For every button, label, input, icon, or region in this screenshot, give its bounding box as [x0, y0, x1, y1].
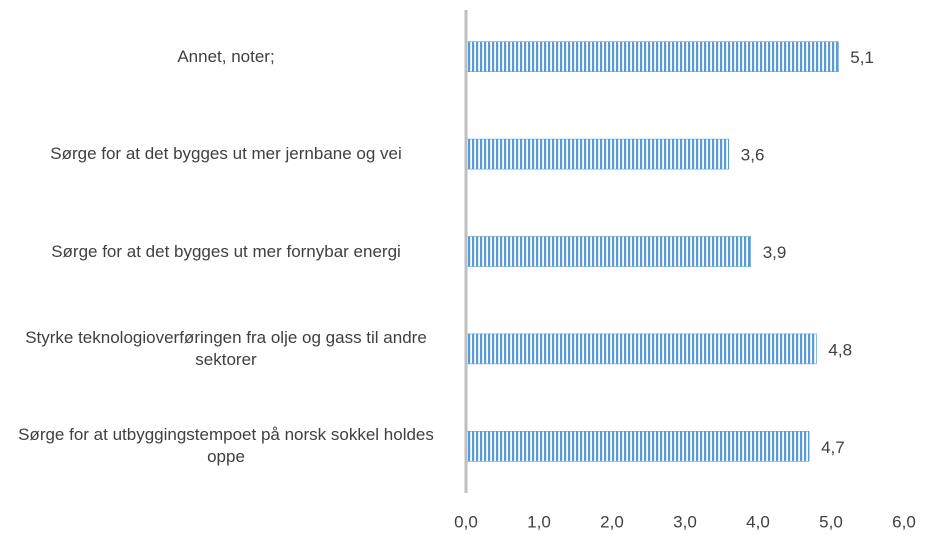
bar: [465, 41, 839, 73]
x-tick-label: 6,0: [892, 512, 916, 531]
bar: [465, 430, 810, 462]
bar: [465, 333, 817, 365]
y-tick-label: Sørge for at det bygges ut mer fornybar …: [51, 241, 401, 261]
y-tick-label: Annet, noter;: [177, 46, 275, 66]
data-label: 4,7: [821, 438, 845, 457]
y-tick-label: Sørge for at det bygges ut mer jernbane …: [50, 144, 402, 164]
bar: [465, 236, 752, 267]
bar: [465, 138, 730, 170]
data-label: 3,9: [763, 243, 787, 262]
data-label: 5,1: [850, 48, 874, 67]
data-label: 3,6: [741, 146, 765, 165]
x-tick-label: 2,0: [600, 512, 624, 531]
x-tick-label: 1,0: [527, 512, 551, 531]
y-tick-label: Styrke teknologioverføringen fra olje og…: [25, 327, 427, 369]
x-tick-label: 4,0: [746, 512, 770, 531]
x-tick-label: 0,0: [454, 512, 478, 531]
data-label: 4,8: [828, 340, 852, 359]
x-tick-label: 3,0: [673, 512, 697, 531]
x-tick-label: 5,0: [819, 512, 843, 531]
y-tick-label: Sørge for at utbyggingstempoet på norsk …: [18, 425, 434, 467]
